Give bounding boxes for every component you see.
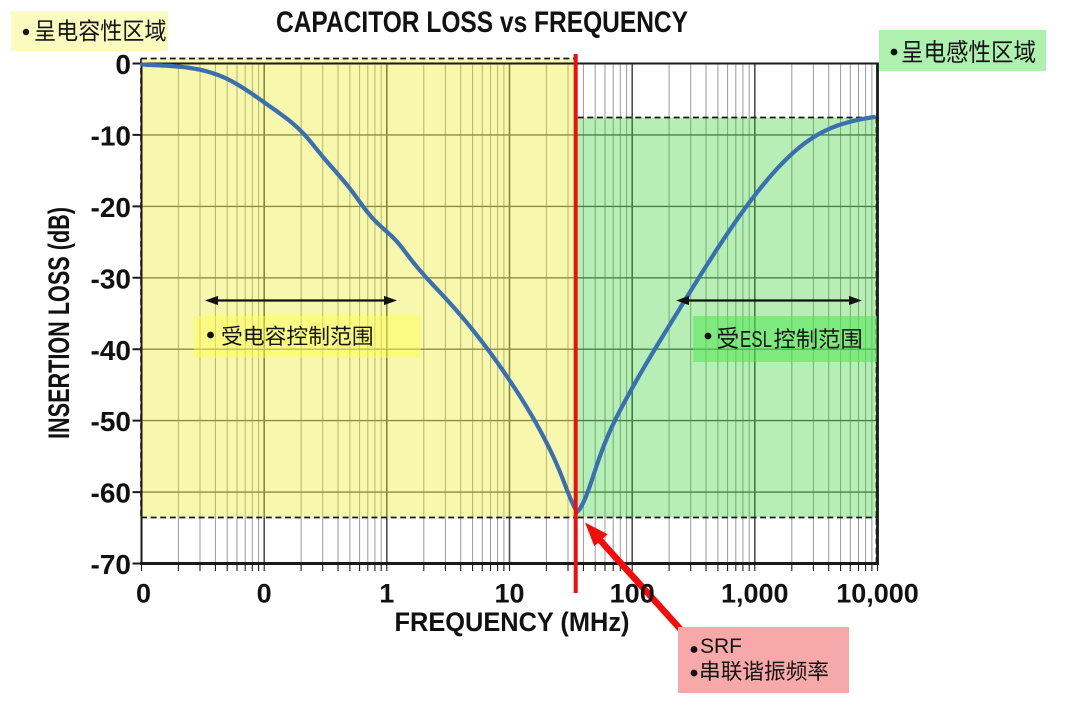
svg-text:1: 1 [379, 579, 394, 609]
svg-text:ESL: ESL [740, 326, 772, 352]
svg-text:SRF: SRF [700, 635, 742, 658]
svg-text:0: 0 [136, 579, 151, 609]
svg-text:-20: -20 [91, 192, 131, 223]
svg-text:0: 0 [115, 49, 131, 80]
svg-text:1,000: 1,000 [721, 579, 789, 609]
svg-text:-70: -70 [91, 549, 131, 580]
svg-text:INSERTION LOSS (dB): INSERTION LOSS (dB) [43, 207, 76, 439]
svg-text:-40: -40 [91, 335, 131, 366]
svg-text:10,000: 10,000 [836, 579, 919, 609]
svg-text:CAPACITOR LOSS vs FREQUENCY: CAPACITOR LOSS vs FREQUENCY [276, 6, 688, 39]
svg-text:-60: -60 [91, 478, 131, 509]
svg-text:100: 100 [610, 579, 655, 609]
svg-text:-10: -10 [91, 121, 131, 152]
svg-text:0: 0 [257, 579, 272, 609]
svg-text:-50: -50 [91, 406, 131, 437]
svg-text:FREQUENCY (MHz): FREQUENCY (MHz) [395, 607, 630, 637]
svg-text:-30: -30 [91, 263, 131, 294]
svg-text:10: 10 [494, 579, 524, 609]
